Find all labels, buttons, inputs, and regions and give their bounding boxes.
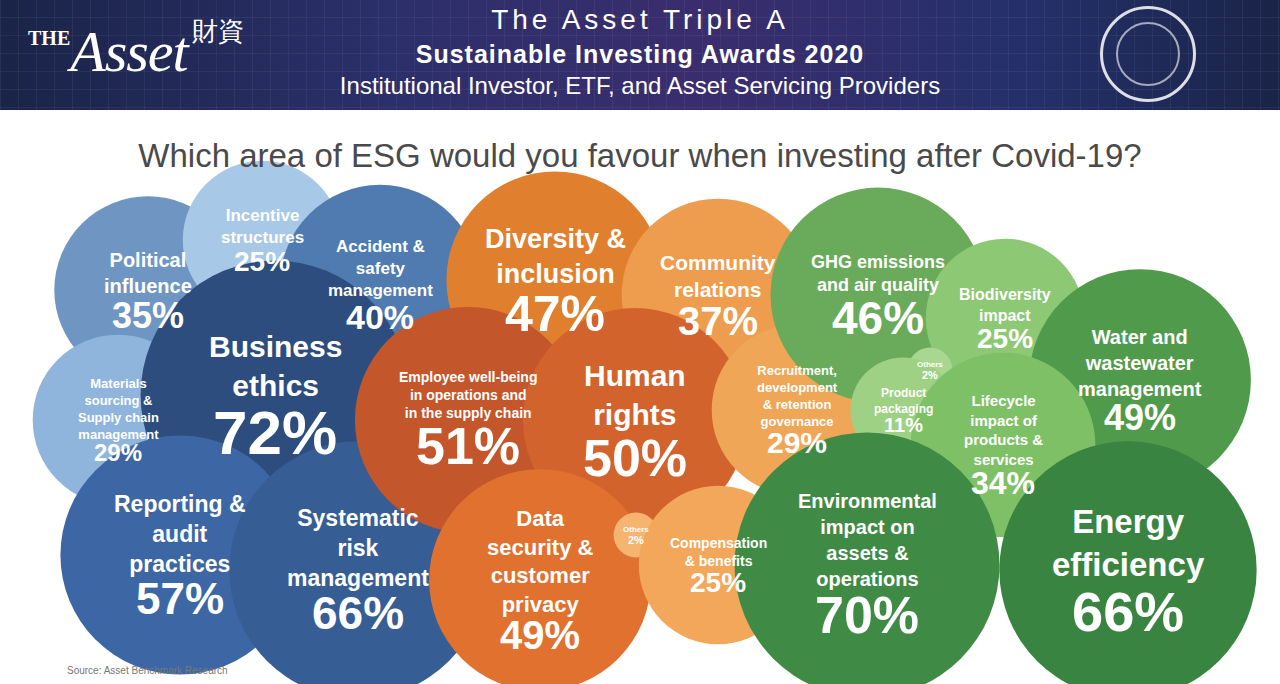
svg-text:70%: 70%: [815, 586, 919, 644]
svg-text:66%: 66%: [1072, 580, 1184, 643]
svg-text:Accident &safetymanagement: Accident &safetymanagement: [328, 237, 433, 300]
svg-text:25%: 25%: [977, 323, 1033, 354]
html-text:THE: THE: [28, 27, 71, 49]
svg-text:Incentivestructures: Incentivestructures: [221, 206, 304, 247]
html-text:Institutional Investor, ETF, a: Institutional Investor, ETF, and Asset S…: [339, 72, 941, 99]
svg-text:Lifecycleimpact ofproducts &se: Lifecycleimpact ofproducts &services: [964, 392, 1043, 468]
svg-text:40%: 40%: [346, 298, 414, 336]
svg-text:Communityrelations: Communityrelations: [660, 251, 776, 301]
svg-text:Materialssourcing &Supply chai: Materialssourcing &Supply chainmanagemen…: [78, 376, 159, 442]
svg-text:Source: Asset Benchmark Resear: Source: Asset Benchmark Research: [67, 665, 228, 676]
svg-text:Systematicriskmanagement: Systematicriskmanagement: [287, 505, 429, 591]
svg-text:Humanrights: Humanrights: [584, 359, 686, 431]
svg-text:Others: Others: [917, 360, 943, 369]
svg-text:51%: 51%: [416, 417, 520, 475]
svg-text:Biodiversityimpact: Biodiversityimpact: [959, 286, 1051, 324]
svg-text:66%: 66%: [312, 587, 404, 639]
svg-text:Reporting &auditpractices: Reporting &auditpractices: [114, 491, 246, 577]
svg-text:25%: 25%: [234, 246, 290, 277]
svg-text:Which area of ESG would you fa: Which area of ESG would you favour when …: [138, 137, 1141, 174]
svg-text:37%: 37%: [678, 299, 758, 343]
svg-text:50%: 50%: [583, 429, 687, 487]
svg-text:Diversity &inclusion: Diversity &inclusion: [485, 224, 626, 289]
svg-text:25%: 25%: [690, 567, 746, 598]
html-text:財資: 財資: [191, 17, 244, 46]
svg-text:11%: 11%: [884, 414, 923, 436]
svg-text:49%: 49%: [500, 613, 580, 657]
svg-text:2%: 2%: [628, 534, 644, 546]
svg-text:Others: Others: [623, 525, 649, 534]
svg-text:Productpackaging: Productpackaging: [874, 386, 933, 416]
svg-text:Water andwastewatermanagement: Water andwastewatermanagement: [1078, 326, 1202, 400]
svg-text:Politicalinfluence: Politicalinfluence: [104, 249, 192, 297]
svg-text:57%: 57%: [136, 574, 224, 623]
svg-text:Businessethics: Businessethics: [209, 330, 342, 402]
svg-text:Compensation& benefits: Compensation& benefits: [670, 535, 767, 569]
svg-text:Energyefficiency: Energyefficiency: [1052, 503, 1205, 583]
svg-text:Environmentalimpact onassets &: Environmentalimpact onassets &operations: [798, 490, 937, 590]
svg-text:Recruitment,development& reten: Recruitment,development& retentiongovern…: [757, 363, 838, 429]
svg-text:34%: 34%: [971, 465, 1035, 501]
svg-text:29%: 29%: [767, 426, 827, 459]
svg-text:35%: 35%: [112, 295, 184, 336]
svg-text:Datasecurity &customerprivacy: Datasecurity &customerprivacy: [487, 506, 593, 617]
svg-text:49%: 49%: [1104, 397, 1176, 438]
svg-text:47%: 47%: [505, 286, 605, 342]
svg-text:46%: 46%: [832, 292, 924, 344]
svg-text:GHG emissionsand air quality: GHG emissionsand air quality: [811, 252, 945, 295]
html-text:The Asset Triple A: The Asset Triple A: [491, 4, 789, 35]
svg-text:29%: 29%: [94, 439, 142, 466]
html-text:Asset: Asset: [70, 19, 188, 84]
html-text:Sustainable Investing Awards 2: Sustainable Investing Awards 2020: [415, 40, 865, 68]
svg-text:72%: 72%: [213, 398, 337, 467]
svg-text:2%: 2%: [922, 369, 938, 381]
svg-text:Employee well-beingin operatio: Employee well-beingin operations andin t…: [399, 369, 537, 421]
